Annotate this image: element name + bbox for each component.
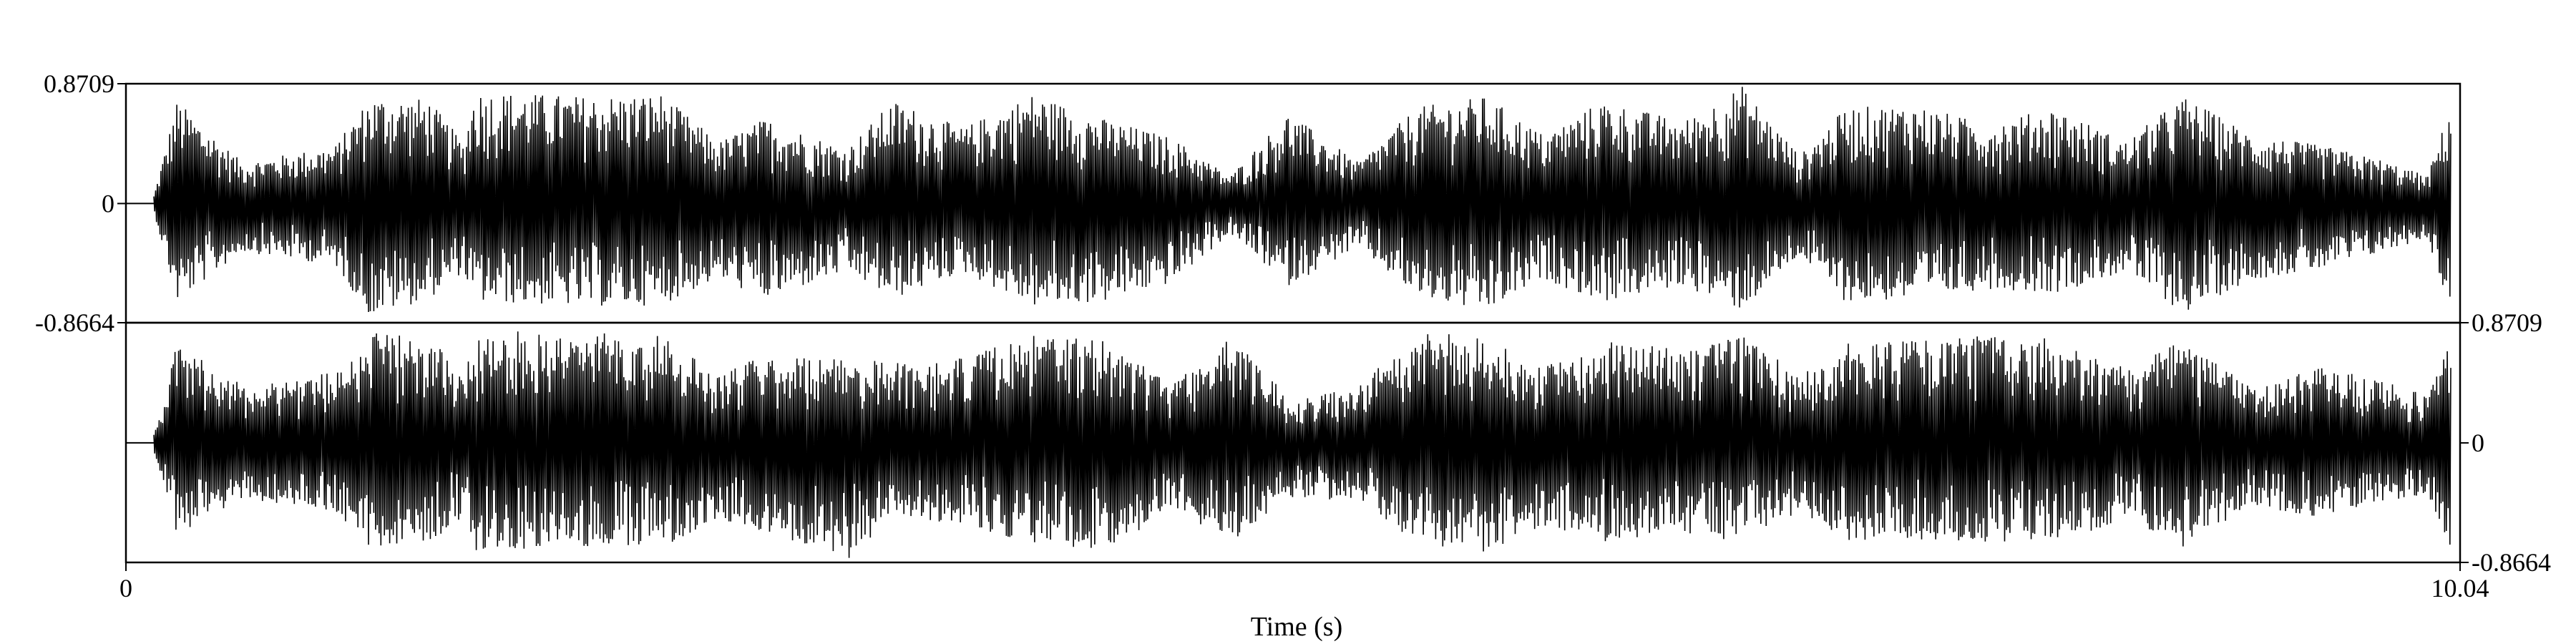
waveform-traces	[126, 87, 2451, 558]
channel-2-y-tick-label: -0.8664	[2472, 548, 2551, 577]
x-axis-title: Time (s)	[1251, 612, 1342, 642]
channel-2-y-tick-label: 0.8709	[2472, 308, 2542, 337]
channel-2-y-tick-label: 0	[2472, 429, 2484, 457]
channel-1-y-tick-label: 0.8709	[44, 69, 114, 98]
axis-ticks: 0.8709 0 -0.8664 0.8709 0 -0.8664 0 10.04	[35, 69, 2551, 602]
channel-2-waveform	[153, 331, 2451, 558]
channel-1-waveform	[153, 87, 2451, 313]
x-tick-label: 10.04	[2431, 574, 2489, 602]
channel-1-y-tick-label: 0	[102, 189, 114, 218]
x-tick-label: 0	[119, 574, 132, 602]
channel-1-y-tick-label: -0.8664	[35, 308, 114, 337]
